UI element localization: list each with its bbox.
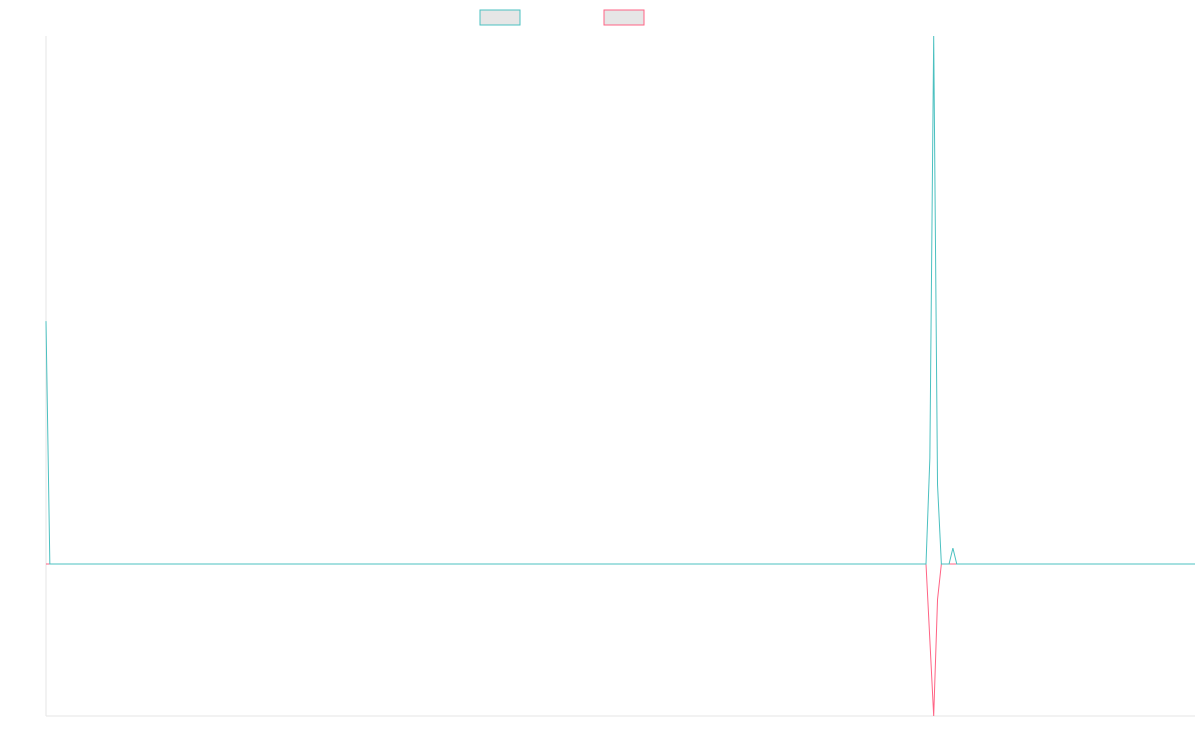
series-line-1 <box>45 35 1195 565</box>
legend-item-1[interactable] <box>479 9 521 26</box>
legend-item-2[interactable] <box>603 9 645 26</box>
legend-swatch-1 <box>479 9 521 26</box>
legend-swatch-2 <box>603 9 645 26</box>
series-layer <box>45 35 1195 717</box>
axes <box>45 36 1195 717</box>
series-line-2 <box>46 563 1195 717</box>
legend <box>479 9 645 26</box>
